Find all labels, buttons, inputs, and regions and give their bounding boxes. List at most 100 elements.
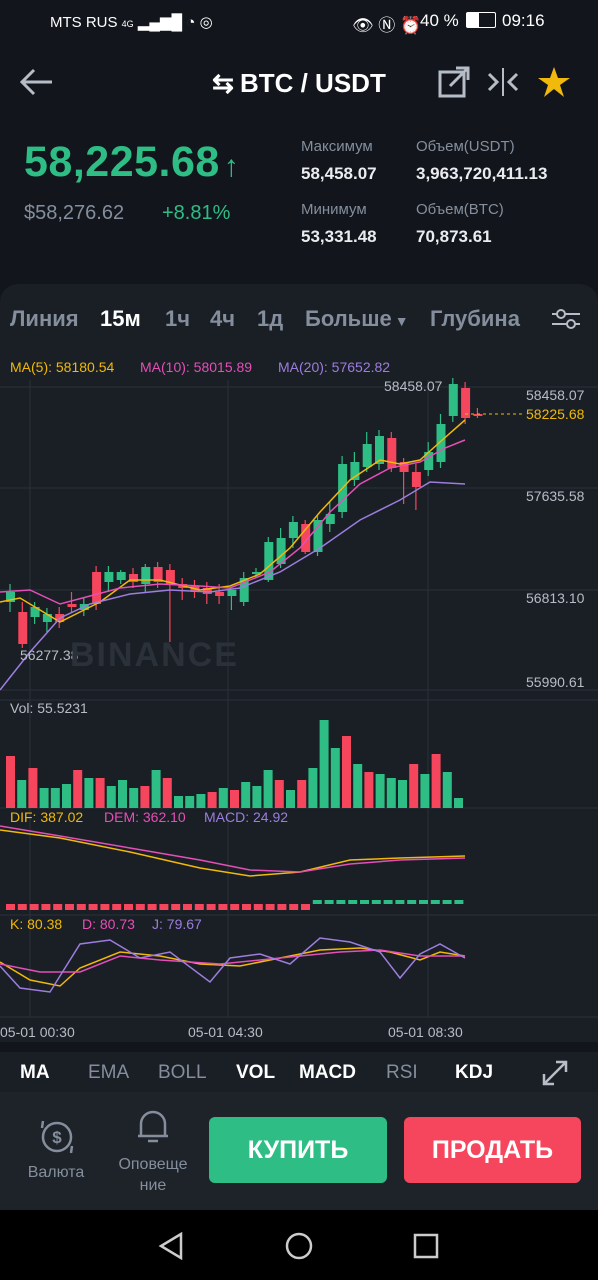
volume-bar — [263, 770, 273, 808]
candle-body — [461, 388, 471, 418]
candle-body — [165, 570, 175, 584]
compare-icon[interactable] — [486, 66, 520, 98]
macd-bar — [277, 904, 287, 910]
volume-bar — [297, 780, 307, 808]
volume-bar — [218, 788, 228, 808]
recents-nav-icon[interactable] — [412, 1232, 440, 1260]
tab-more[interactable]: Больше ▼ — [305, 306, 409, 331]
volume-bar — [308, 768, 318, 808]
candle-body — [215, 592, 225, 596]
macd-bar — [289, 904, 299, 910]
macd-bar — [312, 900, 322, 904]
dif-label: DIF: 387.02 — [10, 809, 84, 825]
candle-body — [350, 462, 360, 480]
candle-body — [6, 592, 15, 602]
sell-button[interactable]: ПРОДАТЬ — [404, 1117, 581, 1183]
volume-bar — [454, 798, 463, 808]
macd-bar — [454, 900, 464, 904]
home-nav-icon[interactable] — [284, 1231, 314, 1261]
candle-body — [411, 472, 421, 487]
tab-depth[interactable]: Глубина — [430, 306, 520, 331]
candle-body — [227, 590, 237, 596]
macd-bar — [124, 904, 133, 910]
settings-sliders-icon[interactable] — [552, 308, 580, 330]
status-bar: MTS RUS 4G ▂▄▆█ ◔ ◎ 👁 Ⓝ ⏰ 40 % 09:16 — [0, 0, 598, 44]
macd-bar — [171, 904, 181, 910]
tab-1d[interactable]: 1д — [257, 306, 284, 331]
macd-bar — [147, 904, 157, 910]
current-price-label: 58225.68 — [526, 406, 585, 422]
ma20-label: MA(20): 57652.82 — [278, 359, 391, 375]
indicator-kdj[interactable]: KDJ — [455, 1062, 494, 1083]
indicator-boll[interactable]: BOLL — [158, 1062, 207, 1083]
macd-bar — [135, 904, 145, 910]
candle-body — [129, 574, 138, 582]
k-line — [0, 947, 466, 987]
buy-button[interactable]: КУПИТЬ — [209, 1117, 387, 1183]
candle-body — [141, 567, 151, 584]
candle-body — [387, 438, 397, 468]
low-label: Минимум — [301, 201, 367, 218]
caret-down-icon: ▼ — [394, 313, 409, 329]
candle-body — [264, 542, 274, 580]
dem-label: DEM: 362.10 — [104, 809, 186, 825]
kline-chart[interactable]: MA(5): 58180.54 MA(10): 58015.89 MA(20):… — [0, 352, 598, 1042]
currency-exchange-icon[interactable]: $ — [38, 1118, 76, 1156]
volume-bar — [95, 778, 105, 808]
volume-bar — [118, 780, 127, 808]
volume-bar — [353, 764, 363, 808]
volume-bar — [39, 788, 49, 808]
tab-1h[interactable]: 1ч — [165, 306, 191, 331]
candle-body — [473, 414, 483, 416]
tab-4h[interactable]: 4ч — [210, 306, 236, 331]
open-external-icon[interactable] — [438, 66, 470, 98]
volume-usdt-value: 3,963,720,411.13 — [416, 164, 548, 183]
indicator-ema[interactable]: EMA — [88, 1062, 130, 1083]
indicator-macd[interactable]: MACD — [299, 1062, 356, 1083]
volume-bar — [162, 778, 172, 808]
volume-bar — [364, 772, 374, 808]
macd-bar — [336, 900, 346, 904]
macd-bar — [253, 904, 263, 910]
time-label: 05-01 04:30 — [188, 1024, 263, 1040]
candle-body — [436, 424, 446, 462]
indicator-vol[interactable]: VOL — [236, 1062, 276, 1083]
volume-bar — [6, 756, 15, 808]
volume-bar — [174, 796, 183, 808]
macd-bar — [383, 900, 393, 904]
indicator-rsi[interactable]: RSI — [386, 1062, 418, 1083]
alert-label[interactable]: Оповеще ние — [118, 1156, 188, 1194]
ticker-panel: 58,225.68 ↑ $58,276.62 +8.81% Максимум 58… — [0, 124, 598, 284]
carrier: MTS RUS 4G ▂▄▆█ ◔ ◎ — [50, 14, 213, 31]
back-arrow-icon[interactable] — [18, 66, 54, 98]
fullscreen-icon[interactable] — [542, 1060, 568, 1086]
ma10-label: MA(10): 58015.89 — [140, 359, 253, 375]
up-arrow-icon: ↑ — [223, 150, 240, 183]
tab-15m[interactable]: 15м — [100, 306, 141, 331]
pair-title[interactable]: ⇆ BTC / USDT — [212, 68, 386, 98]
tab-line[interactable]: Линия — [10, 306, 79, 331]
currency-label[interactable]: Валюта — [27, 1164, 85, 1181]
macd-bar — [371, 900, 381, 904]
macd-label: MACD: 24.92 — [204, 809, 289, 825]
volume-bar — [398, 780, 407, 808]
price-change: +8.81% — [162, 202, 231, 224]
volume-bar — [252, 786, 262, 808]
favorite-star-icon[interactable] — [537, 66, 571, 98]
candle-body — [92, 572, 102, 604]
axis-label: 56813.10 — [526, 590, 585, 606]
indicator-ma[interactable]: MA — [20, 1062, 50, 1083]
bell-icon[interactable] — [134, 1106, 172, 1146]
back-nav-icon[interactable] — [158, 1232, 184, 1260]
candle-body — [42, 614, 52, 622]
high-label: Максимум — [301, 138, 373, 155]
macd-bar — [88, 904, 98, 910]
candle-body — [116, 572, 126, 580]
candle-body — [252, 572, 261, 574]
candle-body — [202, 588, 212, 594]
ma20-line — [0, 481, 466, 691]
candle-body — [276, 538, 286, 564]
volume-bar — [342, 736, 351, 808]
candle-body — [153, 567, 163, 582]
candle-body — [18, 612, 28, 644]
